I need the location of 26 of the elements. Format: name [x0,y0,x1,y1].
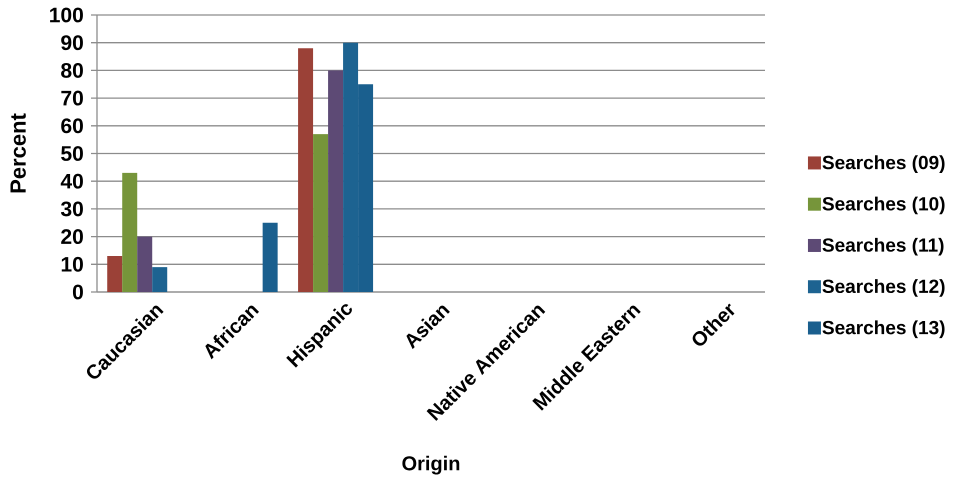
bar [313,134,328,292]
x-axis-title: Origin [402,456,460,474]
bar [328,70,344,292]
bar [107,256,122,292]
bar [262,222,278,292]
legend-label: Searches (11) [822,238,944,256]
legend-label: Searches (12) [822,279,945,297]
y-tick-label: 80 [61,62,83,78]
legend-label: Searches (13) [822,320,945,338]
y-tick-label: 10 [62,256,83,272]
y-tick-label: 30 [60,201,83,216]
y-tick-label: 70 [61,90,83,106]
bar [152,267,168,292]
y-tick-label: 40 [60,174,83,189]
legend-label: Searches (10) [822,196,945,214]
y-tick-label: 90 [61,35,83,50]
y-axis-title: Percent [10,113,26,192]
bar [298,48,314,292]
y-tick-label: 100 [50,8,83,22]
bar [137,236,152,292]
y-tick-label: 60 [61,118,83,134]
y-tick-label: 50 [61,146,83,161]
legend-label: Searches (09) [822,155,945,174]
y-tick-label: 20 [61,229,83,244]
y-tick-label: 0 [72,284,83,300]
bar [122,172,138,292]
